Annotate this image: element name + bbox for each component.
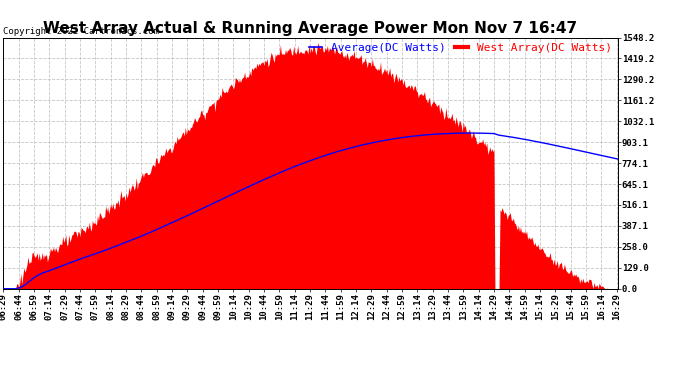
Legend: Average(DC Watts), West Array(DC Watts): Average(DC Watts), West Array(DC Watts)	[309, 43, 612, 53]
Text: Copyright 2022 Cartronics.com: Copyright 2022 Cartronics.com	[3, 27, 159, 36]
Title: West Array Actual & Running Average Power Mon Nov 7 16:47: West Array Actual & Running Average Powe…	[43, 21, 578, 36]
